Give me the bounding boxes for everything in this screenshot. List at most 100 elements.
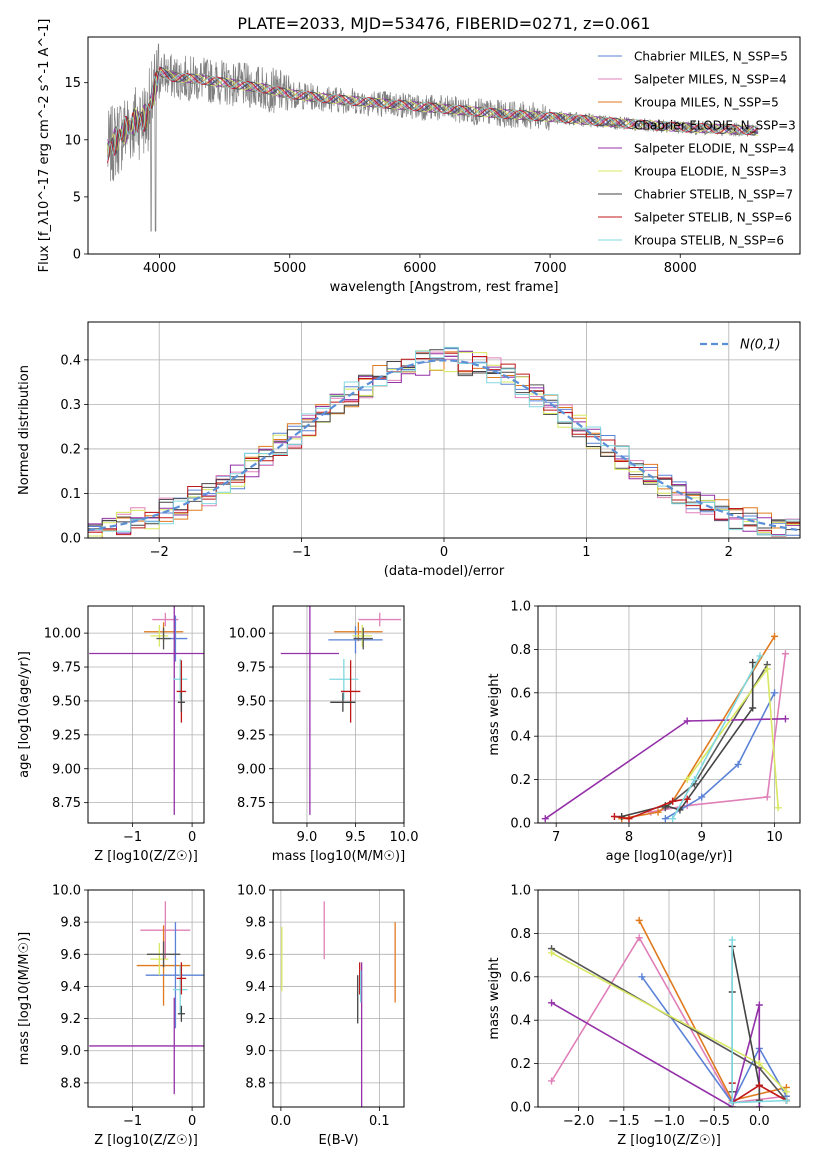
x-tick-label: −0.5 <box>698 1114 730 1129</box>
y-tick-label: 0.3 <box>60 398 81 413</box>
y-tick-label: 8.8 <box>245 1076 266 1091</box>
axes-frame <box>272 605 405 824</box>
mass-weight-marker <box>755 1103 763 1107</box>
mass-weight-marker <box>774 804 782 812</box>
y-tick-label: 9.2 <box>60 1012 81 1027</box>
mass-weight-marker <box>548 949 556 957</box>
y-axis-label: mass [log10(M/M☉)] <box>17 932 32 1065</box>
mass-weight-marker <box>548 1077 556 1085</box>
x-tick-label: 5000 <box>273 261 306 276</box>
y-tick-label: 9.6 <box>60 948 81 963</box>
y-tick-label: 0.4 <box>510 730 531 745</box>
y-tick-label: 9.0 <box>245 1044 266 1059</box>
legend-entry: N(0,1) <box>740 338 781 353</box>
y-tick-label: 9.25 <box>52 728 81 743</box>
y-tick-label: 0.0 <box>60 532 81 547</box>
y-tick-label: 8.75 <box>237 796 266 811</box>
mass-weight-marker <box>734 760 742 768</box>
y-axis-label: Normed distribution <box>17 365 32 495</box>
x-tick-label: 4000 <box>143 261 176 276</box>
legend-entry: Kroupa STELIB, N_SSP=6 <box>634 234 784 248</box>
mass-weight-marker <box>625 815 633 823</box>
x-axis-label: Z [log10(Z/Z☉)] <box>617 1133 721 1148</box>
axes-frame <box>87 605 205 824</box>
y-tick-label: 15 <box>64 76 81 91</box>
axes-frame <box>87 321 801 539</box>
panel-age-vs-Z: −1 0 8.75 9.00 9.25 9.50 9.75 10.00 Z [log10(Z/Z… <box>17 605 205 864</box>
panel-residuals: −2 −1 0 1 2 0.0 0.1 0.2 0.3 0.4 (data-model)/error… <box>17 321 801 579</box>
y-tick-label: 8.8 <box>60 1076 81 1091</box>
legend-entry: Kroupa ELODIE, N_SSP=3 <box>634 165 787 179</box>
x-tick-label: −1 <box>123 1114 142 1129</box>
x-tick-label: −2 <box>150 545 169 560</box>
plot-area-residuals <box>88 322 800 538</box>
legend-entry: Kroupa MILES, N_SSP=5 <box>634 96 779 110</box>
axes-frame <box>87 36 801 255</box>
panel-mass-weight-vs-Z: −2.0 −1.5 −1.0 −0.5 0.0 0.0 0.2 0.4 0.6 0.8 1.0 Z [… <box>487 884 801 1148</box>
y-tick-label: 0.1 <box>60 487 81 502</box>
mass-weight-marker <box>669 815 677 823</box>
y-axis-label: age [log10(age/yr)] <box>17 651 32 778</box>
plot-area-age-vs-Z <box>88 606 204 823</box>
y-tick-label: 0.0 <box>510 817 531 832</box>
mass-weight-marker <box>782 1096 790 1104</box>
mass-weight-marker <box>771 689 779 697</box>
mass-weight-marker <box>728 936 736 944</box>
y-tick-label: 0.6 <box>510 970 531 985</box>
panel-age-vs-mass: 9.0 9.5 10.0 8.75 9.00 9.25 9.50 9.75 10.00 mass … <box>229 605 418 864</box>
mass-weight-marker <box>755 1001 763 1009</box>
panel-mass-vs-Z: −1 0 8.8 9.0 9.2 9.4 9.6 9.8 10.0 Z [log10(Z/Z☉)]… <box>17 884 205 1148</box>
y-tick-label: 9.8 <box>245 916 266 931</box>
mass-weight-marker <box>698 793 706 801</box>
y-tick-label: 0.6 <box>510 686 531 701</box>
x-tick-label: 1 <box>582 545 590 560</box>
mass-weight-marker <box>749 658 757 666</box>
y-tick-label: 0.8 <box>510 927 531 942</box>
y-tick-label: 9.8 <box>60 916 81 931</box>
legend-entry: Chabrier MILES, N_SSP=5 <box>634 50 788 64</box>
mass-weight-marker <box>654 808 662 816</box>
x-tick-label: 7000 <box>534 261 567 276</box>
plot-area-mass-weight-vs-Z <box>538 890 800 1107</box>
axes-frame <box>537 605 801 824</box>
mass-weight-line <box>650 653 787 813</box>
y-tick-label: 1.0 <box>510 884 531 899</box>
plot-area-mass-vs-ebv <box>273 890 404 1107</box>
spectrum-model-line <box>107 69 759 153</box>
legend-entry: Chabrier ELODIE, N_SSP=3 <box>634 119 796 133</box>
y-tick-label: 0.4 <box>60 353 81 368</box>
mass-weight-marker <box>548 999 556 1007</box>
y-tick-label: 0.2 <box>510 773 531 788</box>
mass-weight-marker <box>755 1096 763 1104</box>
x-tick-label: 2 <box>725 545 733 560</box>
figure-title: PLATE=2033, MJD=53476, FIBERID=0271, z=0… <box>237 14 650 33</box>
mass-weight-line <box>731 946 761 1101</box>
mass-weight-marker <box>771 632 779 640</box>
x-tick-label: 0.0 <box>749 1114 770 1129</box>
mass-weight-marker <box>755 1081 763 1089</box>
mass-weight-marker <box>541 815 549 823</box>
y-tick-label: 9.0 <box>60 1044 81 1059</box>
mass-weight-marker <box>610 812 618 820</box>
x-axis-label: mass [log10(M/M☉)] <box>272 849 405 864</box>
y-tick-label: 10.00 <box>44 627 81 642</box>
mass-weight-marker <box>781 650 789 658</box>
y-tick-label: 10.0 <box>52 884 81 899</box>
panel-spectrum: 4000 5000 6000 7000 8000 0 5 10 15 wavelength [An… <box>37 19 801 295</box>
x-tick-label: −1 <box>292 545 311 560</box>
y-tick-label: 9.75 <box>237 661 266 676</box>
legend-entry: Salpeter MILES, N_SSP=4 <box>634 73 787 87</box>
mass-weight-line <box>621 635 776 820</box>
x-tick-label: 9 <box>698 830 706 845</box>
spectrum-model-line <box>107 68 759 153</box>
panel-mass-weight-vs-age: 7 8 9 10 0.0 0.2 0.4 0.6 0.8 1.0 age [log10(age/yr… <box>487 600 801 864</box>
y-tick-label: 9.4 <box>60 980 81 995</box>
x-tick-label: 9.0 <box>297 830 318 845</box>
normal-reference-curve <box>88 359 798 532</box>
spectrum-model-line <box>107 68 759 155</box>
x-tick-label: 0 <box>440 545 448 560</box>
mass-weight-marker <box>763 793 771 801</box>
x-tick-label: 0.0 <box>271 1114 292 1129</box>
mass-weight-marker <box>749 704 757 712</box>
mass-weight-marker <box>683 795 691 803</box>
